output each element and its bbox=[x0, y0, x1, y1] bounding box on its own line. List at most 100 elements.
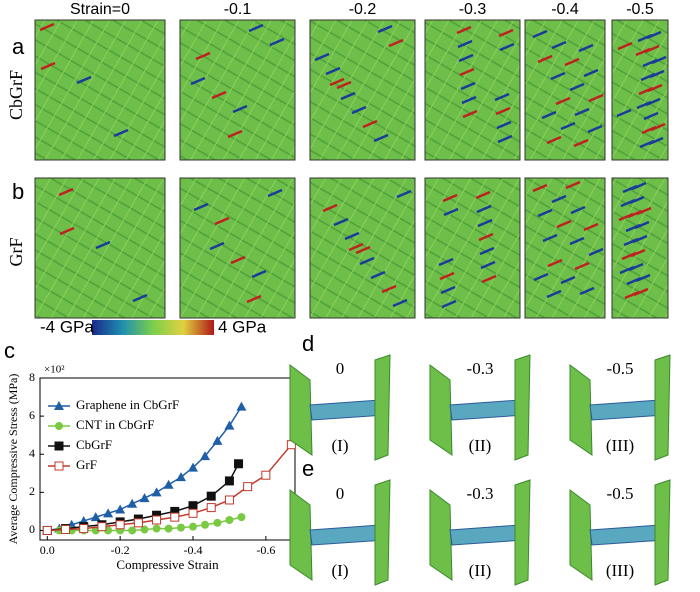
stress-streak bbox=[314, 52, 330, 62]
stress-streak bbox=[381, 284, 397, 294]
y-tick-label: 2 bbox=[29, 484, 35, 498]
panel-letter: e bbox=[302, 456, 314, 481]
stress-streak bbox=[461, 95, 477, 105]
snapshot bbox=[34, 19, 166, 161]
y-tick-label: 4 bbox=[29, 446, 35, 460]
stress-streak bbox=[537, 54, 553, 64]
stress-streak bbox=[438, 257, 454, 267]
stress-streak bbox=[190, 76, 206, 86]
stress-streak bbox=[440, 285, 456, 295]
point bbox=[151, 487, 162, 497]
y-tick-label: 0 bbox=[29, 522, 35, 536]
sheet bbox=[429, 364, 453, 456]
stress-streak bbox=[251, 269, 267, 279]
point bbox=[103, 508, 114, 518]
stress-streak bbox=[633, 287, 649, 297]
stress-streak bbox=[333, 217, 349, 227]
snapshot bbox=[34, 177, 166, 319]
panel-letter: a bbox=[12, 34, 25, 59]
stress-streak bbox=[388, 38, 404, 48]
stress-streak bbox=[499, 42, 515, 52]
stress-streak bbox=[58, 187, 74, 197]
row-label: CbGrF bbox=[6, 70, 26, 120]
stress-streak bbox=[230, 255, 246, 265]
stress-streak bbox=[574, 107, 590, 117]
panel-letter: d bbox=[302, 331, 314, 356]
stress-streak bbox=[494, 92, 510, 102]
point bbox=[79, 524, 89, 534]
stress-streak bbox=[579, 286, 595, 296]
stress-streak bbox=[479, 246, 495, 256]
sheet bbox=[654, 479, 671, 586]
snapshot bbox=[524, 19, 606, 161]
stress-streak bbox=[537, 208, 553, 218]
point bbox=[175, 472, 186, 482]
stress-streak bbox=[547, 258, 563, 268]
stress-streak bbox=[362, 119, 378, 129]
stress-streak bbox=[588, 93, 604, 103]
stress-streak bbox=[550, 71, 566, 81]
point bbox=[224, 495, 234, 505]
point bbox=[128, 526, 137, 535]
stress-streak bbox=[546, 135, 562, 145]
x-tick-label: -0.4 bbox=[184, 543, 203, 557]
stage-label: (III) bbox=[606, 436, 634, 455]
stress-streak bbox=[574, 261, 590, 271]
stress-streak bbox=[551, 40, 567, 50]
stress-streak bbox=[651, 55, 667, 65]
strain-label: -0.5 bbox=[626, 1, 654, 18]
sheet bbox=[289, 489, 313, 581]
row-label: GrF bbox=[6, 237, 26, 266]
stress-streak bbox=[443, 207, 459, 217]
sheet bbox=[589, 399, 666, 421]
stress-streak bbox=[646, 30, 662, 40]
x-tick-label: 0.0 bbox=[40, 543, 55, 557]
snapshot bbox=[424, 177, 521, 319]
stress-streak bbox=[193, 202, 209, 212]
stress-streak bbox=[643, 111, 659, 121]
stress-streak bbox=[632, 234, 648, 244]
point bbox=[163, 479, 174, 489]
snapshot bbox=[611, 177, 669, 319]
snapshot bbox=[611, 19, 669, 161]
legend-marker bbox=[54, 401, 64, 410]
point bbox=[188, 508, 198, 518]
stress-streak bbox=[578, 43, 594, 53]
stress-streak bbox=[478, 232, 494, 242]
stress-streak bbox=[132, 293, 148, 303]
point bbox=[152, 515, 162, 525]
sheet bbox=[569, 489, 593, 581]
point bbox=[42, 525, 52, 535]
point bbox=[213, 518, 222, 527]
stress-streak bbox=[269, 37, 285, 47]
stress-streak bbox=[496, 120, 512, 130]
stress-streak bbox=[480, 260, 496, 270]
y-tick-label: 8 bbox=[29, 370, 35, 384]
legend-label: GrF bbox=[76, 457, 97, 472]
point bbox=[139, 493, 150, 503]
stress-streak bbox=[636, 206, 652, 216]
stress-streak bbox=[569, 236, 585, 246]
stress-streak bbox=[564, 57, 580, 67]
point bbox=[189, 522, 197, 531]
stress-streak bbox=[555, 96, 571, 106]
stress-streak bbox=[462, 109, 478, 119]
strain-label: -0.1 bbox=[224, 1, 252, 18]
stress-streak bbox=[556, 219, 572, 229]
stress-streak bbox=[650, 122, 666, 132]
stress-streak bbox=[214, 216, 230, 226]
stress-streak bbox=[377, 24, 393, 34]
stress-streak bbox=[533, 272, 549, 282]
stress-streak bbox=[583, 222, 599, 232]
stage-label: (III) bbox=[606, 561, 634, 580]
stress-streak bbox=[495, 106, 511, 116]
stress-streak bbox=[588, 247, 604, 257]
strain-label: -0.3 bbox=[459, 1, 487, 18]
stress-streak bbox=[481, 274, 497, 284]
x-tick-label: -0.2 bbox=[111, 543, 130, 557]
stress-streak bbox=[373, 133, 389, 143]
colorbar bbox=[92, 320, 214, 335]
sheet bbox=[569, 364, 593, 456]
legend-label: Graphene in CbGrF bbox=[76, 397, 179, 412]
stress-streak bbox=[560, 275, 576, 285]
